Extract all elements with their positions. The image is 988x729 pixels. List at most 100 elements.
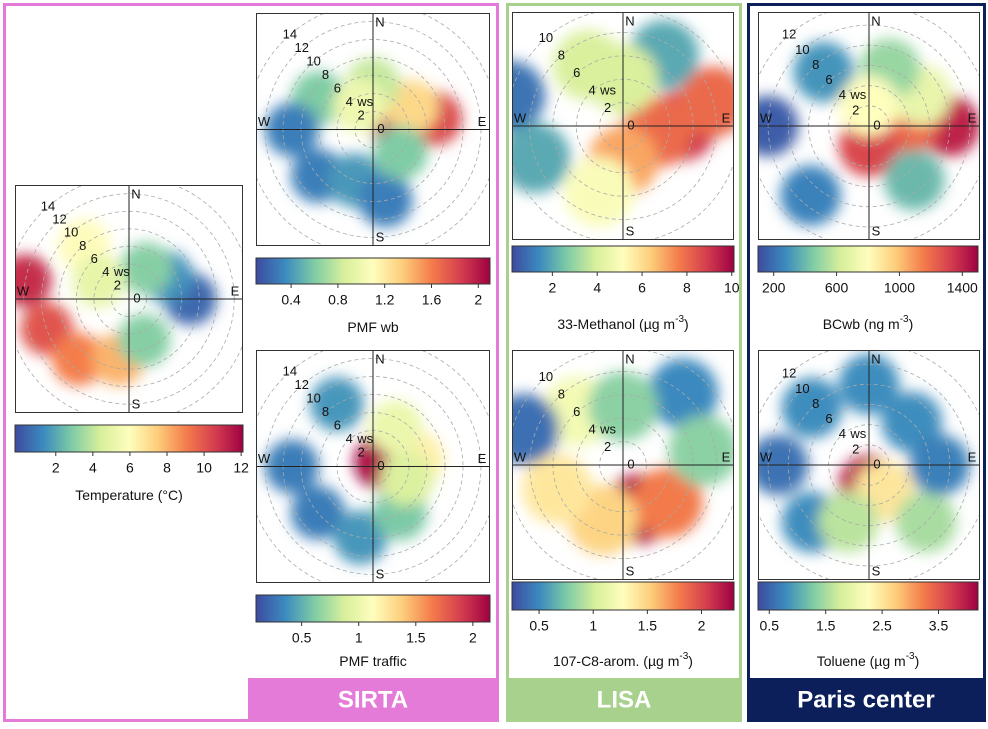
colorbar-label-text: PMF traffic: [339, 653, 406, 669]
compass-label: W: [514, 449, 527, 464]
compass-label: N: [625, 351, 634, 366]
colorbar-label-end: ): [909, 316, 914, 332]
colorbar-tick-label: 600: [825, 280, 849, 296]
colorbar: [14, 424, 244, 453]
colorbar-tick-label: 0.5: [760, 618, 780, 634]
colorbar-tick-label: 0.4: [281, 292, 301, 308]
compass-label: S: [872, 563, 881, 578]
surface-blur: [512, 358, 734, 555]
surface-point: [117, 313, 171, 367]
colorbar: [757, 581, 979, 611]
colorbar-tick-label: 200: [762, 280, 786, 296]
compass-label: S: [132, 396, 141, 411]
ring-label: 0: [627, 117, 634, 132]
compass-label: E: [722, 110, 731, 125]
ws-label: ws: [849, 426, 866, 441]
ring-label: 2: [114, 277, 121, 292]
ring-label: 14: [283, 363, 297, 378]
ring-label: 4: [102, 264, 109, 279]
colorbar-tick-label: 1.2: [375, 292, 395, 308]
ws-label: ws: [599, 421, 616, 436]
colorbar-tick-label: 1.6: [422, 292, 442, 308]
colorbar: [757, 245, 979, 273]
colorbar-label-sup: -3: [675, 314, 684, 325]
colorbar-label: Toluene (µg m-3): [817, 651, 920, 669]
ring-label: 0: [377, 458, 384, 473]
ring-label: 6: [825, 72, 832, 87]
ring-label: 8: [558, 386, 565, 401]
colorbar-label-sup: -3: [679, 651, 688, 662]
colorbar-tick-label: 2.5: [872, 618, 892, 634]
ring-label: 10: [795, 42, 809, 57]
colorbar-tick-label: 1: [589, 618, 597, 634]
ring-label: 0: [873, 117, 880, 132]
ws-label: ws: [599, 82, 616, 97]
ring-label: 8: [558, 47, 565, 62]
ring-label: 8: [812, 57, 819, 72]
surface-point: [373, 125, 428, 180]
compass-label: S: [626, 563, 635, 578]
colorbar-tick-label: 1.5: [638, 618, 658, 634]
colorbar-tick-label: 2: [469, 630, 477, 646]
ring-label: 2: [358, 444, 365, 459]
colorbar-label-text: BCwb (ng m: [823, 316, 900, 332]
colorbar: [511, 245, 735, 273]
ring-label: 4: [346, 431, 353, 446]
ring-label: 10: [64, 225, 78, 240]
plot-frame: [15, 185, 243, 413]
ring-label: 10: [795, 381, 809, 396]
compass-label: E: [478, 114, 487, 129]
ring-label: 8: [322, 67, 329, 82]
ring-label: 12: [782, 366, 796, 381]
surface-point: [780, 165, 841, 226]
surface-point: [333, 510, 388, 565]
surface-point: [512, 122, 571, 194]
plot-frame: [512, 12, 734, 240]
compass-label: N: [871, 351, 880, 366]
compass-label: S: [626, 223, 635, 238]
colorbar-tick-label: 10: [196, 460, 212, 476]
colorbar-tick-label: 8: [163, 460, 171, 476]
surface-point: [512, 393, 560, 465]
colorbar-label: 107-C8-arom. (µg m-3): [553, 651, 693, 669]
compass-label: E: [231, 283, 240, 298]
surface-point: [793, 41, 854, 103]
compass-label: W: [760, 110, 773, 125]
surface-point: [678, 66, 734, 137]
compass-label: N: [871, 13, 880, 28]
ring-label: 6: [573, 404, 580, 419]
ring-label: 6: [334, 80, 341, 95]
ring-label: 2: [852, 441, 859, 456]
ring-label: 2: [604, 439, 611, 454]
surface-point: [379, 451, 434, 506]
compass-label: N: [375, 351, 384, 366]
plot-frame: [256, 350, 490, 583]
colorbar: [255, 257, 491, 285]
colorbar-tick-label: 12: [233, 460, 249, 476]
surface: [512, 350, 734, 580]
compass-label: E: [968, 449, 977, 464]
plot-frame: [758, 350, 980, 580]
colorbar-tick-label: 8: [683, 280, 691, 296]
compass-label: W: [17, 283, 30, 298]
surface-point: [884, 149, 945, 211]
colorbar-tick-label: 1000: [884, 280, 915, 296]
ring-label: 2: [358, 107, 365, 122]
panel-label-bg: [747, 678, 986, 722]
plot-frame: [758, 12, 980, 240]
ring-label: 0: [377, 121, 384, 136]
ring-label: 8: [322, 404, 329, 419]
surface-point: [368, 400, 423, 455]
compass-label: N: [131, 186, 140, 201]
surface-point: [632, 467, 703, 538]
surface-point: [15, 254, 52, 308]
compass-label: W: [258, 451, 271, 466]
ring-label: 6: [825, 411, 832, 426]
colorbar-tick-label: 6: [638, 280, 646, 296]
ring-label: 2: [852, 102, 859, 117]
colorbar-label-end: ): [684, 316, 689, 332]
ring-label: 8: [79, 238, 86, 253]
ring-label: 2: [604, 100, 611, 115]
ring-label: 4: [839, 87, 846, 102]
